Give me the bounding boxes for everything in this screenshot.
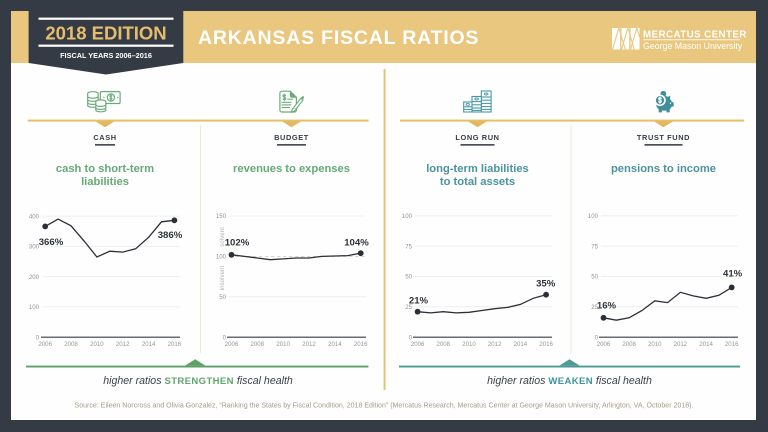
svg-text:higher ratios STRENGTHEN fisca: higher ratios STRENGTHEN fiscal health [103,375,293,387]
svg-text:2014: 2014 [142,341,156,348]
svg-text:25: 25 [405,304,412,311]
svg-text:16%: 16% [597,301,617,312]
svg-text:100: 100 [216,254,227,261]
svg-text:2008: 2008 [437,341,451,348]
svg-text:400: 400 [29,213,40,220]
svg-text:2014: 2014 [514,341,528,348]
svg-text:LONG RUN: LONG RUN [455,133,499,142]
svg-text:long-term liabilities: long-term liabilities [426,163,529,175]
svg-text:pensions to income: pensions to income [611,163,716,175]
svg-text:liabilities: liabilities [81,176,129,188]
svg-text:solvent: solvent [219,227,226,247]
svg-text:2016: 2016 [168,341,182,348]
svg-text:2008: 2008 [64,341,78,348]
svg-text:100: 100 [29,304,40,311]
svg-text:2006: 2006 [411,341,425,348]
svg-text:2008: 2008 [251,341,265,348]
svg-text:2010: 2010 [648,341,662,348]
svg-text:50: 50 [219,294,226,301]
svg-text:200: 200 [29,274,40,281]
svg-text:150: 150 [216,213,227,220]
svg-text:2016: 2016 [725,341,739,348]
svg-text:insolvent: insolvent [219,266,226,291]
svg-text:21%: 21% [409,296,429,307]
svg-text:2006: 2006 [38,341,52,348]
svg-text:cash to short-term: cash to short-term [56,163,154,175]
svg-text:0: 0 [223,334,227,341]
svg-text:ARKANSAS FISCAL RATIOS: ARKANSAS FISCAL RATIOS [198,27,479,49]
svg-text:100: 100 [402,213,413,220]
svg-text:300: 300 [29,244,40,251]
svg-text:100: 100 [588,213,599,220]
svg-text:MERCATUS CENTER: MERCATUS CENTER [643,30,747,41]
svg-text:BUDGET: BUDGET [274,133,309,142]
svg-text:2010: 2010 [90,341,104,348]
svg-text:2012: 2012 [302,341,316,348]
svg-text:104%: 104% [344,238,369,249]
svg-text:2008: 2008 [622,341,636,348]
svg-text:41%: 41% [723,269,743,280]
svg-text:TRUST FUND: TRUST FUND [637,133,690,142]
svg-text:2006: 2006 [225,341,239,348]
svg-text:75: 75 [591,243,598,250]
svg-text:50: 50 [405,274,412,281]
svg-text:George Mason University: George Mason University [643,41,743,51]
svg-text:2006: 2006 [597,341,611,348]
svg-text:CASH: CASH [93,133,116,142]
svg-text:2016: 2016 [354,341,368,348]
svg-text:higher ratios WEAKEN fiscal he: higher ratios WEAKEN fiscal health [487,375,652,387]
svg-text:2012: 2012 [116,341,130,348]
svg-text:FISCAL YEARS 2006–2016: FISCAL YEARS 2006–2016 [60,51,152,60]
svg-text:2014: 2014 [328,341,342,348]
svg-text:2010: 2010 [276,341,290,348]
svg-text:50: 50 [591,274,598,281]
svg-text:386%: 386% [158,230,183,241]
svg-text:366%: 366% [39,237,64,248]
svg-text:0: 0 [36,334,40,341]
svg-text:0: 0 [409,334,413,341]
svg-text:2014: 2014 [699,341,713,348]
svg-text:revenues to expenses: revenues to expenses [233,163,350,175]
svg-text:2010: 2010 [462,341,476,348]
svg-text:75: 75 [405,243,412,250]
svg-text:2012: 2012 [674,341,688,348]
svg-text:0: 0 [595,334,599,341]
svg-text:102%: 102% [225,238,250,249]
svg-text:2018 EDITION: 2018 EDITION [45,23,166,44]
svg-text:25: 25 [591,304,598,311]
svg-text:2016: 2016 [539,341,553,348]
svg-text:Source: Eileen Norcross and Ol: Source: Eileen Norcross and Olivia Gonza… [75,402,694,409]
svg-text:to total assets: to total assets [440,176,515,188]
svg-text:2012: 2012 [488,341,502,348]
svg-text:35%: 35% [536,279,556,290]
